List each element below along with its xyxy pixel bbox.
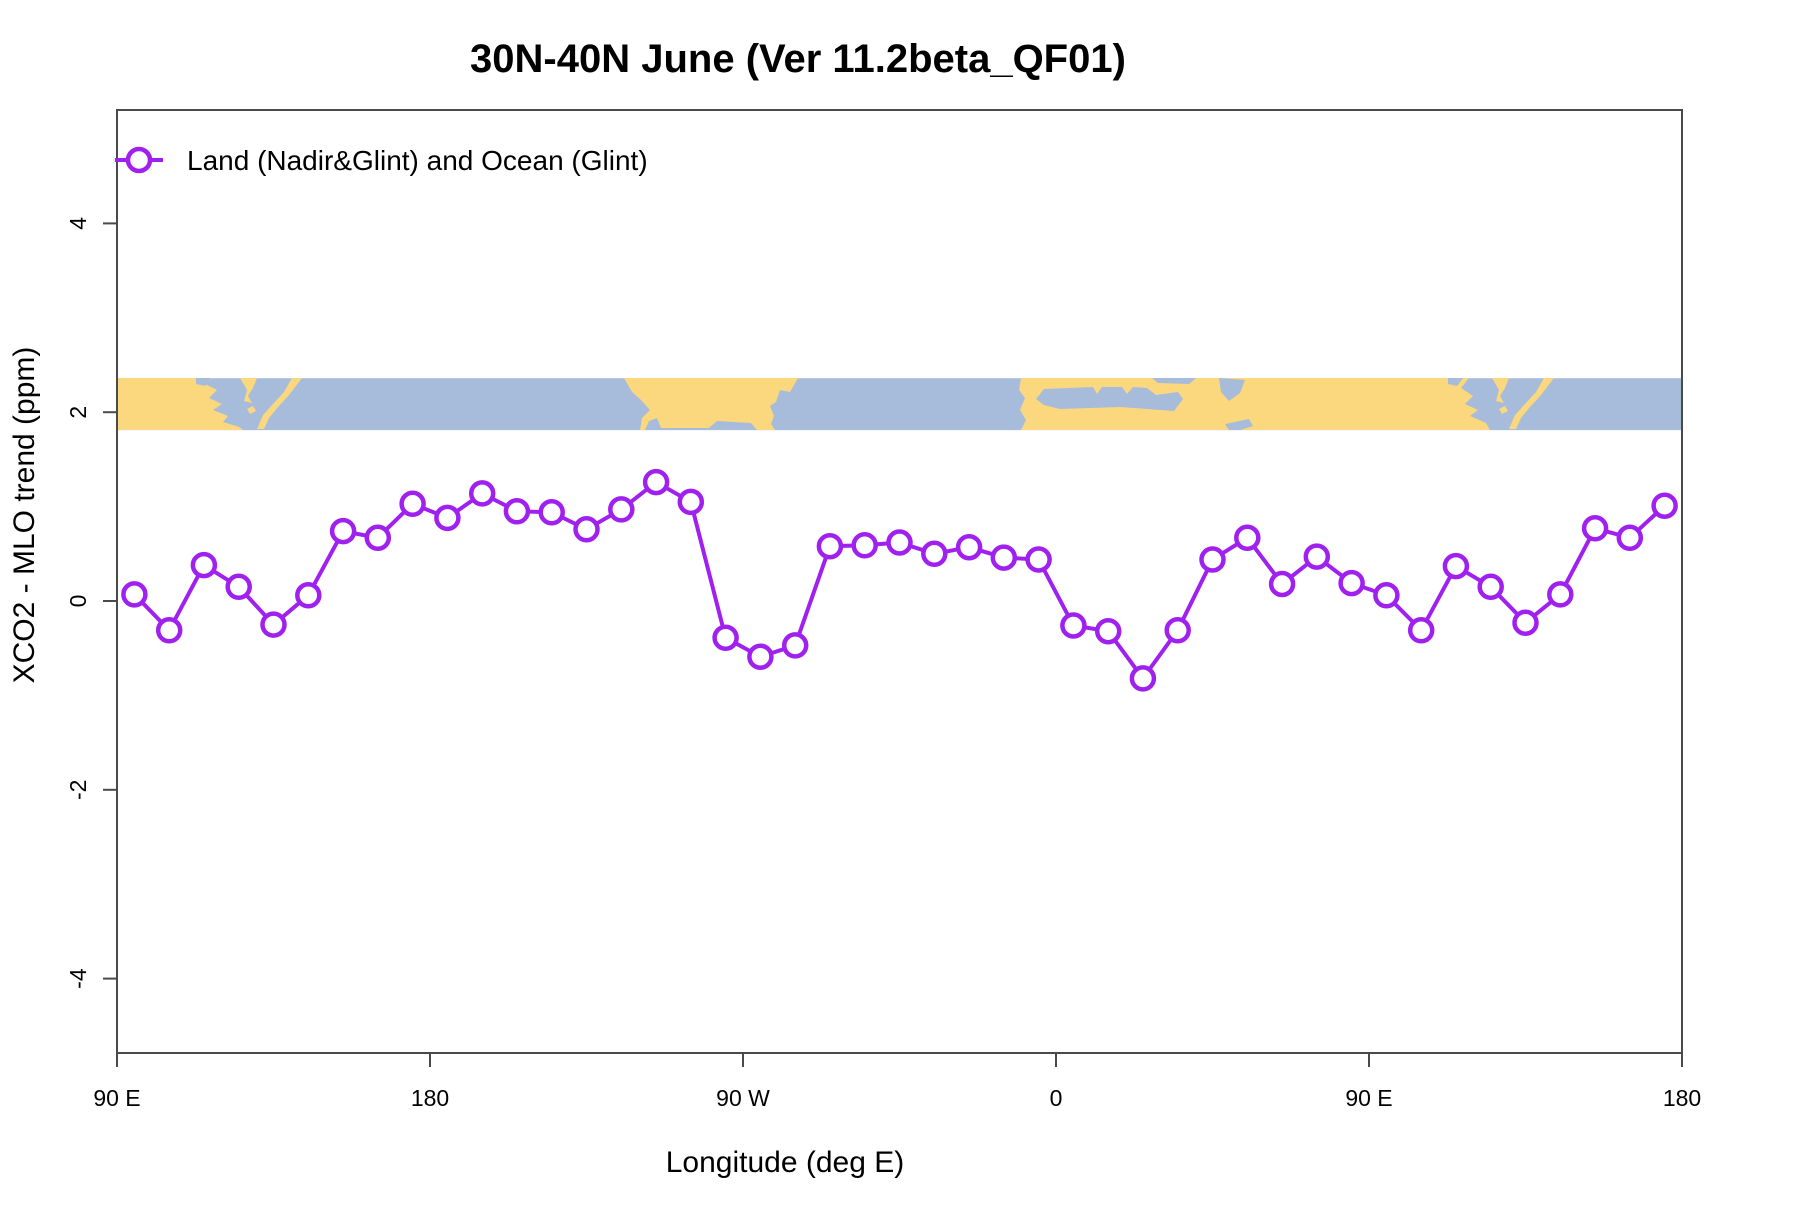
data-point	[1094, 617, 1122, 645]
data-point	[1234, 524, 1261, 552]
data-point	[1442, 552, 1470, 580]
x-tick-label: 180	[1663, 1085, 1701, 1111]
data-point	[1407, 617, 1435, 644]
data-point	[1268, 570, 1296, 598]
data-point	[1512, 609, 1539, 636]
data-point	[781, 632, 809, 659]
map-sea	[1152, 378, 1196, 384]
x-tick-label: 90 W	[716, 1085, 770, 1111]
map-landmass	[1492, 378, 1509, 403]
data-point	[434, 504, 461, 532]
data-point	[747, 643, 774, 670]
map-sea	[1225, 419, 1253, 430]
data-point	[1025, 546, 1052, 573]
map-landmass	[247, 406, 256, 414]
map-sea	[196, 378, 211, 386]
data-point	[399, 490, 426, 518]
y-axis-title: XCO2 - MLO trend (ppm)	[8, 347, 41, 684]
data-point	[468, 480, 496, 507]
x-axis: 90 E 180 90 W 0 90 E 180	[93, 1053, 1701, 1111]
data-point	[364, 524, 392, 552]
data-point	[677, 488, 705, 516]
data-point	[816, 532, 844, 560]
y-tick-label: 2	[65, 406, 91, 419]
data-point	[642, 468, 670, 496]
data-point	[260, 611, 287, 638]
map-sea	[1448, 378, 1463, 386]
world-map-band	[117, 378, 1682, 431]
data-point	[503, 498, 531, 525]
data-point	[712, 624, 739, 652]
map-landmass	[257, 378, 302, 429]
map-landmass	[1509, 378, 1554, 429]
data-point	[955, 533, 983, 561]
y-axis: -4 -2 0 2 4	[65, 217, 117, 989]
map-sea	[1036, 387, 1183, 411]
y-tick-label: -2	[65, 780, 91, 800]
data-point	[1581, 515, 1609, 542]
data-point	[1338, 569, 1365, 597]
plot-border	[116, 109, 1683, 1054]
x-tick-label: 90 E	[93, 1085, 140, 1111]
data-point	[573, 516, 600, 543]
data-point	[1164, 617, 1191, 644]
data-point	[1477, 573, 1504, 601]
data-point	[1651, 492, 1678, 519]
data-point	[1060, 612, 1087, 639]
data-point	[1199, 546, 1226, 573]
map-landmass	[240, 378, 257, 403]
series-line	[132, 479, 1666, 682]
data-point	[155, 617, 183, 644]
data-point	[1373, 582, 1400, 609]
x-tick-label: 180	[411, 1085, 449, 1111]
chart-title: 30N-40N June (Ver 11.2beta_QF01)	[470, 37, 1126, 81]
y-tick-label: 4	[65, 217, 91, 230]
data-point	[886, 529, 913, 556]
data-point	[225, 573, 252, 601]
legend: Land (Nadir&Glint) and Ocean (Glint)	[115, 145, 648, 176]
data-point	[608, 496, 635, 523]
data-point	[295, 582, 322, 609]
data-point	[538, 499, 565, 526]
x-axis-title: Longitude (deg E)	[666, 1146, 905, 1179]
legend-label: Land (Nadir&Glint) and Ocean (Glint)	[187, 145, 648, 176]
data-point	[990, 544, 1018, 571]
map-landmass	[624, 378, 798, 430]
x-tick-label: 0	[1050, 1085, 1063, 1111]
data-point	[190, 551, 218, 579]
map-landmass	[1499, 406, 1508, 414]
map-landmass	[117, 378, 243, 430]
data-point	[329, 517, 357, 545]
data-point	[1303, 543, 1331, 570]
data-point	[1547, 581, 1574, 608]
y-tick-label: 0	[65, 595, 91, 608]
data-point	[851, 532, 878, 559]
data-series	[121, 468, 1678, 692]
x-tick-label: 90 E	[1345, 1085, 1392, 1111]
data-point	[921, 540, 948, 568]
map-sea	[1219, 378, 1245, 401]
data-point	[121, 581, 148, 608]
y-tick-label: -4	[65, 968, 91, 989]
data-point	[1616, 524, 1644, 552]
data-point	[1129, 665, 1157, 692]
legend-circle-marker	[125, 146, 153, 174]
